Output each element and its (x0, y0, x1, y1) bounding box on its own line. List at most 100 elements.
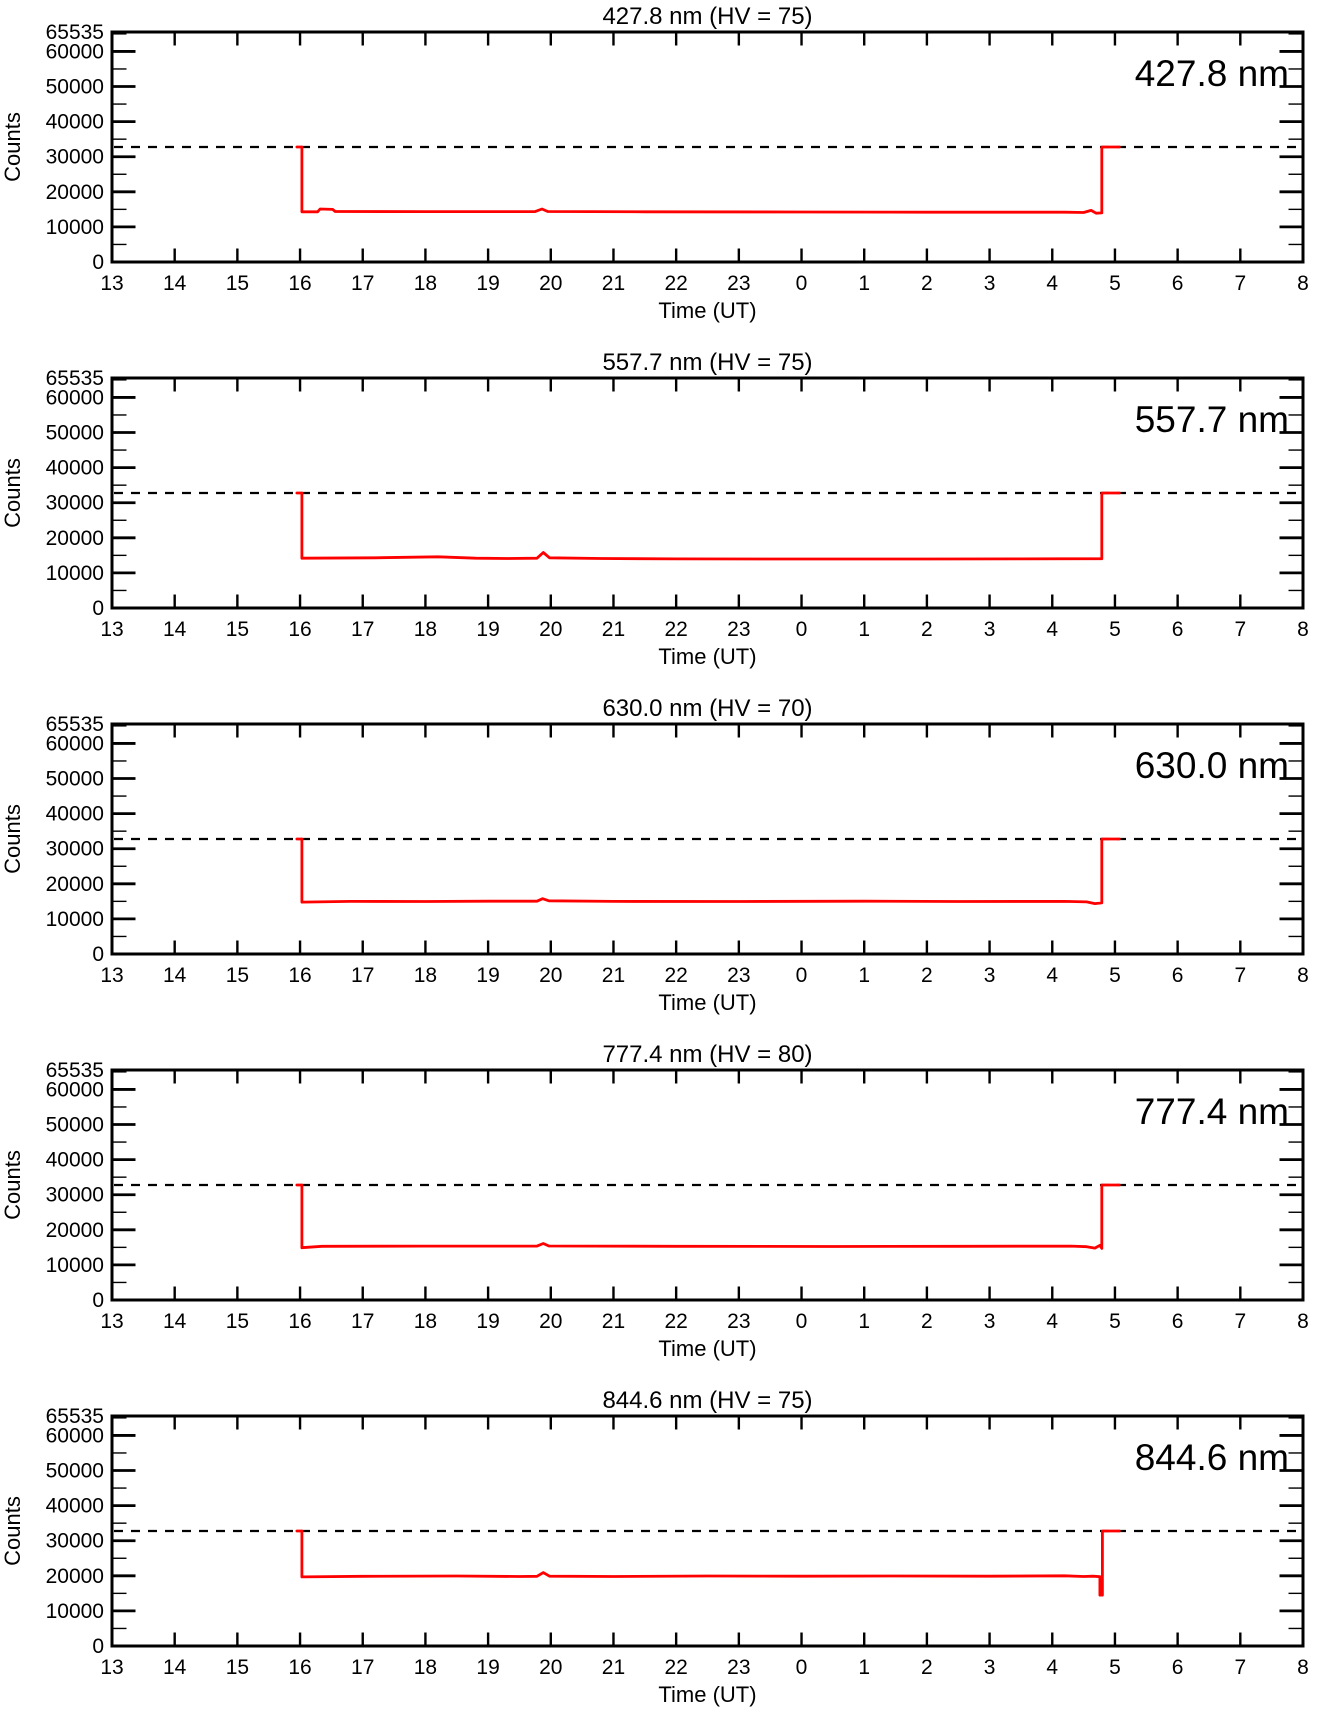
y-tick-label: 60000 (46, 732, 104, 755)
x-tick-label: 0 (796, 1310, 808, 1333)
x-tick-label: 23 (727, 964, 750, 987)
wavelength-label: 557.7 nm (1135, 399, 1289, 440)
x-tick-label: 2 (921, 618, 933, 641)
x-tick-label: 4 (1046, 272, 1058, 295)
x-tick-label: 7 (1234, 964, 1246, 987)
x-tick-label: 14 (163, 964, 187, 987)
y-tick-label: 40000 (46, 457, 104, 480)
x-tick-label: 1 (858, 964, 870, 987)
wavelength-label: 844.6 nm (1135, 1437, 1289, 1478)
x-tick-label: 19 (476, 618, 499, 641)
y-tick-label: 30000 (46, 146, 104, 169)
chart-title: 844.6 nm (HV = 75) (602, 1387, 812, 1414)
x-tick-label: 23 (727, 272, 750, 295)
y-tick-label: 40000 (46, 1495, 104, 1518)
y-tick-label: 0 (92, 251, 104, 274)
x-tick-label: 5 (1109, 964, 1121, 987)
chart-canvas: 557.7 nm (HV = 75) 0 10000 20000 30000 40000 5… (0, 349, 1309, 669)
chart-title: 427.8 nm (HV = 75) (602, 3, 812, 30)
counts-series-line (295, 1183, 1121, 1250)
x-tick-label: 15 (226, 964, 249, 987)
x-tick-label: 20 (539, 618, 562, 641)
x-tick-label: 15 (226, 1310, 249, 1333)
y-tick-label: 60000 (46, 40, 104, 63)
x-tick-label: 4 (1046, 618, 1058, 641)
y-tick-label: 65535 (46, 1405, 104, 1428)
x-tick-label: 18 (414, 964, 437, 987)
x-tick-label: 13 (100, 1310, 123, 1333)
wavelength-label: 777.4 nm (1135, 1091, 1289, 1132)
y-tick-label: 10000 (46, 908, 104, 931)
wavelength-label: 630.0 nm (1135, 745, 1289, 786)
x-tick-label: 6 (1172, 272, 1184, 295)
x-tick-label: 0 (796, 272, 808, 295)
y-tick-label: 30000 (46, 1530, 104, 1553)
y-tick-label: 50000 (46, 1114, 104, 1137)
x-tick-label: 5 (1109, 618, 1121, 641)
x-tick-label: 20 (539, 1310, 562, 1333)
y-axis-label: Counts (0, 1150, 25, 1220)
x-tick-label: 14 (163, 1656, 187, 1679)
x-tick-label: 13 (100, 618, 123, 641)
x-tick-label: 3 (984, 964, 996, 987)
x-tick-label: 5 (1109, 1310, 1121, 1333)
chart-panel-557.7: 557.7 nm (HV = 75) 0 10000 20000 30000 40000 5… (0, 346, 1336, 692)
x-tick-label: 21 (602, 964, 625, 987)
counts-series-line (295, 491, 1121, 561)
chart-title: 777.4 nm (HV = 80) (602, 1041, 812, 1068)
y-tick-label: 30000 (46, 838, 104, 861)
x-tick-label: 6 (1172, 618, 1184, 641)
x-tick-label: 22 (664, 1656, 687, 1679)
chart-panel-777.4: 777.4 nm (HV = 80) 0 10000 20000 30000 40000 5… (0, 1038, 1336, 1384)
x-tick-label: 4 (1046, 1656, 1058, 1679)
x-tick-label: 16 (288, 272, 311, 295)
x-tick-label: 3 (984, 1656, 996, 1679)
x-tick-label: 18 (414, 1310, 437, 1333)
y-tick-label: 10000 (46, 1600, 104, 1623)
x-tick-label: 14 (163, 272, 187, 295)
counts-series-line (295, 145, 1121, 215)
y-tick-label: 0 (92, 1289, 104, 1312)
y-tick-label: 65535 (46, 367, 104, 390)
x-tick-label: 4 (1046, 1310, 1058, 1333)
chart-title: 557.7 nm (HV = 75) (602, 349, 812, 376)
y-tick-label: 40000 (46, 1149, 104, 1172)
y-tick-label: 0 (92, 1635, 104, 1658)
x-tick-label: 7 (1234, 1310, 1246, 1333)
y-tick-label: 60000 (46, 1424, 104, 1447)
y-tick-label: 10000 (46, 1254, 104, 1277)
y-tick-label: 0 (92, 943, 104, 966)
chart-panel-427.8: 427.8 nm (HV = 75) 0 10000 20000 30000 40000 5… (0, 0, 1336, 346)
plot-box (110, 722, 1305, 956)
plot-box (110, 1414, 1305, 1648)
x-tick-label: 6 (1172, 1310, 1184, 1333)
x-tick-label: 15 (226, 618, 249, 641)
x-tick-label: 16 (288, 1310, 311, 1333)
x-tick-label: 13 (100, 964, 123, 987)
x-tick-label: 2 (921, 1310, 933, 1333)
x-tick-label: 2 (921, 272, 933, 295)
y-tick-label: 40000 (46, 111, 104, 134)
x-tick-label: 23 (727, 1656, 750, 1679)
x-tick-label: 16 (288, 618, 311, 641)
plot-box (110, 30, 1305, 264)
x-tick-label: 8 (1297, 1656, 1309, 1679)
x-tick-label: 18 (414, 272, 437, 295)
x-axis-label: Time (UT) (658, 644, 756, 669)
x-tick-label: 17 (351, 272, 374, 295)
counts-series-line (295, 1529, 1121, 1597)
x-tick-label: 22 (664, 618, 687, 641)
x-tick-label: 21 (602, 1310, 625, 1333)
x-tick-label: 15 (226, 1656, 249, 1679)
x-tick-label: 16 (288, 964, 311, 987)
y-tick-label: 50000 (46, 422, 104, 445)
x-tick-label: 18 (414, 1656, 437, 1679)
x-tick-label: 17 (351, 1656, 374, 1679)
x-tick-label: 3 (984, 1310, 996, 1333)
chart-canvas: 427.8 nm (HV = 75) 0 10000 20000 30000 40000 5… (0, 3, 1309, 323)
x-tick-label: 8 (1297, 272, 1309, 295)
x-tick-label: 7 (1234, 272, 1246, 295)
x-tick-label: 6 (1172, 964, 1184, 987)
x-tick-label: 3 (984, 618, 996, 641)
